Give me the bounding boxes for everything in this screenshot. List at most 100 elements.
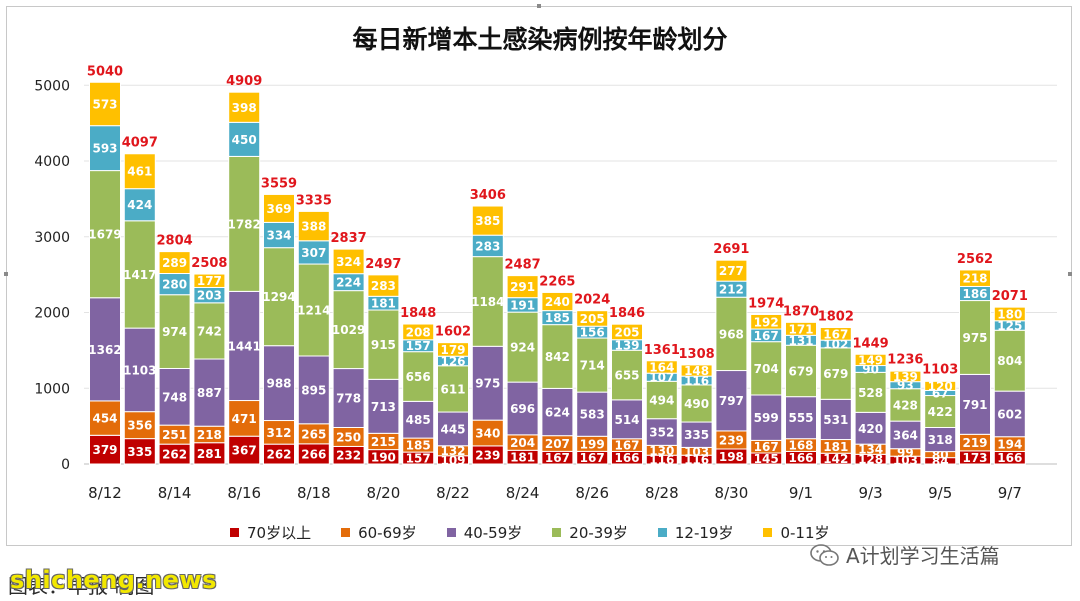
segment-label: 139	[893, 370, 918, 384]
segment-label: 1294	[262, 290, 295, 304]
segment-label: 266	[301, 447, 326, 461]
segment-label: 364	[893, 428, 918, 442]
legend-swatch	[341, 528, 350, 537]
legend-swatch	[230, 528, 239, 537]
segment-label: 679	[823, 367, 848, 381]
segment-label: 181	[823, 440, 848, 454]
segment-label: 218	[962, 272, 987, 286]
y-tick-label: 5000	[34, 78, 70, 94]
segment-label: 307	[301, 246, 326, 260]
stacked-bar-chart: 0100020003000400050003794541362167959357…	[0, 0, 1080, 601]
total-label: 1870	[783, 304, 819, 319]
total-label: 1308	[679, 347, 715, 362]
segment-label: 924	[510, 341, 535, 355]
segment-label: 280	[162, 278, 187, 292]
total-label: 4909	[226, 74, 262, 89]
segment-label: 968	[719, 327, 744, 341]
segment-label: 791	[962, 398, 987, 412]
x-tick-label: 8/26	[575, 484, 609, 502]
segment-label: 205	[580, 312, 605, 326]
segment-label: 289	[162, 256, 187, 270]
segment-label: 655	[614, 369, 639, 383]
segment-label: 367	[232, 444, 257, 458]
segment-label: 593	[92, 142, 117, 156]
legend-swatch	[552, 528, 561, 537]
segment-label: 1214	[297, 304, 330, 318]
segment-label: 191	[510, 298, 535, 312]
segment-label: 281	[197, 447, 222, 461]
x-tick-label: 8/12	[88, 484, 122, 502]
segment-label: 203	[197, 289, 222, 303]
segment-label: 171	[788, 322, 813, 336]
segment-label: 212	[719, 283, 744, 297]
segment-label: 173	[962, 451, 987, 465]
segment-label: 445	[440, 422, 465, 436]
x-tick-label: 8/24	[506, 484, 540, 502]
chart-legend: 70岁以上 60-69岁 40-59岁 20-39岁 12-19岁 0-11岁	[230, 522, 860, 542]
segment-label: 490	[684, 397, 709, 411]
segment-label: 599	[754, 411, 779, 425]
segment-label: 180	[997, 307, 1022, 321]
segment-label: 240	[545, 295, 570, 309]
segment-label: 262	[266, 448, 291, 462]
x-tick-label: 9/5	[928, 484, 952, 502]
segment-label: 1679	[88, 228, 121, 242]
segment-label: 471	[232, 412, 257, 426]
segment-label: 778	[336, 392, 361, 406]
segment-label: 130	[649, 444, 674, 458]
total-label: 2804	[157, 234, 193, 249]
segment-label: 1441	[227, 339, 260, 353]
y-tick-label: 3000	[34, 230, 70, 246]
segment-label: 369	[266, 202, 291, 216]
total-label: 1846	[609, 306, 645, 321]
total-label: 1103	[922, 362, 958, 377]
segment-label: 1184	[471, 295, 504, 309]
segment-label: 602	[997, 407, 1022, 421]
segment-label: 181	[510, 451, 535, 465]
x-tick-label: 9/7	[998, 484, 1022, 502]
segment-label: 895	[301, 383, 326, 397]
segment-label: 422	[928, 405, 953, 419]
segment-label: 204	[510, 436, 535, 450]
total-label: 2265	[539, 274, 575, 289]
y-tick-label: 0	[61, 457, 70, 473]
segment-label: 208	[406, 325, 431, 339]
segment-label: 1362	[88, 343, 121, 357]
legend-swatch	[658, 528, 667, 537]
segment-label: 283	[475, 239, 500, 253]
x-tick-label: 8/28	[645, 484, 679, 502]
legend-swatch	[763, 528, 772, 537]
segment-label: 167	[823, 327, 848, 341]
x-tick-label: 8/18	[297, 484, 331, 502]
segment-label: 742	[197, 324, 222, 338]
segment-label: 149	[858, 353, 883, 367]
legend-label: 70岁以上	[247, 522, 311, 543]
y-tick-label: 1000	[34, 381, 70, 397]
wechat-watermark: A计划学习生活篇	[810, 540, 1000, 569]
segment-label: 624	[545, 406, 570, 420]
segment-label: 239	[475, 448, 500, 462]
legend-label: 12-19岁	[675, 522, 734, 543]
segment-label: 232	[336, 449, 361, 463]
segment-label: 190	[371, 450, 396, 464]
segment-label: 428	[893, 398, 918, 412]
segment-label: 531	[823, 413, 848, 427]
segment-label: 974	[162, 325, 187, 339]
total-label: 1974	[748, 296, 784, 311]
x-tick-label: 8/14	[158, 484, 192, 502]
segment-label: 224	[336, 276, 361, 290]
total-label: 2562	[957, 252, 993, 267]
segment-label: 1029	[332, 323, 365, 337]
segment-label: 179	[440, 343, 465, 357]
segment-label: 166	[614, 451, 639, 465]
legend-item: 20-39岁	[552, 522, 628, 543]
segment-label: 181	[371, 297, 396, 311]
segment-label: 251	[162, 428, 187, 442]
segment-label: 335	[127, 445, 152, 459]
x-tick-label: 8/16	[227, 484, 261, 502]
segment-label: 714	[580, 359, 605, 373]
segment-label: 177	[197, 274, 222, 288]
segment-label: 887	[197, 386, 222, 400]
segment-label: 454	[92, 412, 117, 426]
total-label: 2071	[992, 289, 1028, 304]
